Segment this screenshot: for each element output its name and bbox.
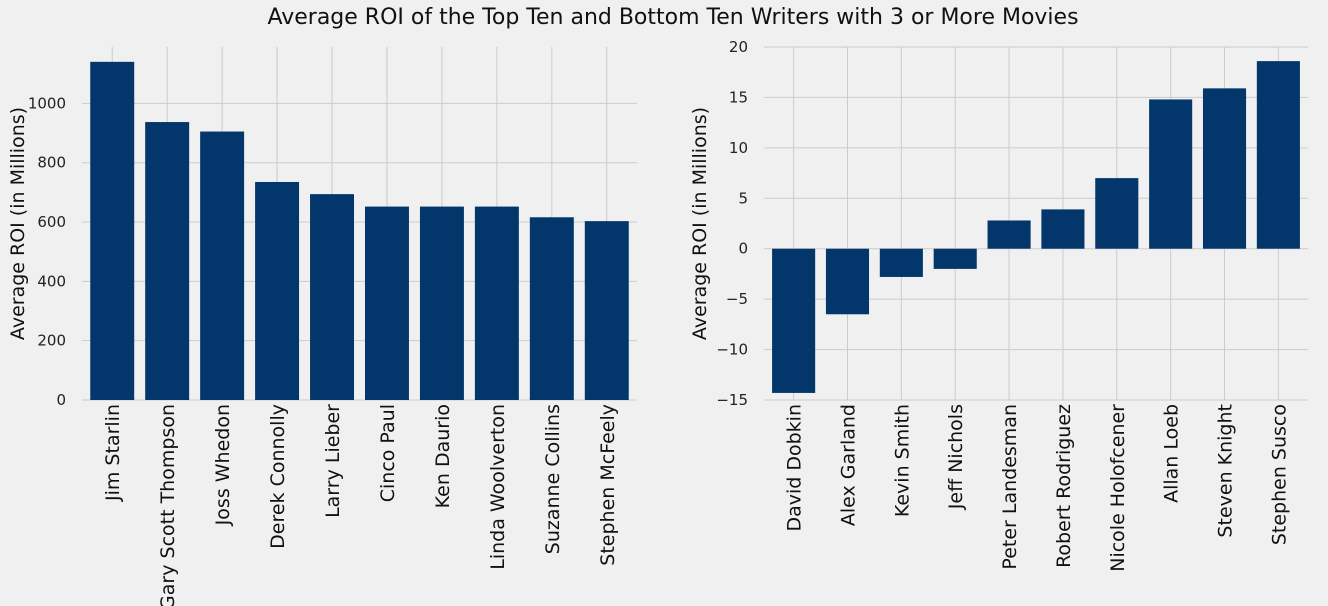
x-tick-label: Alex Garland xyxy=(837,404,859,526)
bar-larry-lieber xyxy=(310,194,355,400)
y-tick-label: 1000 xyxy=(28,94,66,112)
bar-ken-daurio xyxy=(419,206,464,400)
x-tick-label: Steven Knight xyxy=(1215,404,1237,538)
y-tick-label: 400 xyxy=(37,272,66,290)
bar-nicole-holofcener xyxy=(1095,178,1139,249)
right-chart-bottom-ten-writers: −15 −10 −5 0 5 10 15 20 David Dobkin Alex Garland… xyxy=(689,38,1308,572)
bar-stephen-mcfeely xyxy=(584,221,629,400)
bar-steven-knight xyxy=(1202,88,1247,249)
y-tick-label: 10 xyxy=(729,139,748,157)
x-tick-label: David Dobkin xyxy=(784,404,806,532)
x-tick-label: Jeff Nichols xyxy=(945,404,967,510)
bar-suzanne-collins xyxy=(529,217,574,400)
bar-joss-whedon xyxy=(200,131,245,400)
y-tick-label: 15 xyxy=(729,88,748,106)
x-tick-label: Jim Starlin xyxy=(102,404,124,502)
y-tick-label: 20 xyxy=(729,38,748,56)
x-tick-label: Robert Rodriguez xyxy=(1053,404,1075,568)
y-tick-label: 0 xyxy=(738,240,748,258)
x-tick-label: Peter Landesman xyxy=(999,404,1021,570)
x-tick-label: Suzanne Collins xyxy=(542,404,564,554)
y-tick-label: 5 xyxy=(738,189,748,207)
bar-cinco-paul xyxy=(364,206,409,400)
x-tick-label: Derek Connolly xyxy=(267,404,289,549)
y-tick-label: 200 xyxy=(37,332,66,350)
x-tick-label: Gary Scott Thompson xyxy=(157,404,179,606)
y-tick-label: −15 xyxy=(716,391,748,409)
bar-stephen-susco xyxy=(1256,61,1300,249)
bar-jim-starlin xyxy=(90,61,135,400)
x-tick-label: Kevin Smith xyxy=(891,404,913,517)
chart-title: Average ROI of the Top Ten and Bottom Te… xyxy=(267,5,1078,30)
x-tick-label: Nicole Holofcener xyxy=(1107,404,1129,572)
x-tick-label: Linda Woolverton xyxy=(487,404,509,570)
y-axis-label: Average ROI (in Millions) xyxy=(689,107,711,340)
x-tick-label: Larry Lieber xyxy=(322,404,344,518)
x-tick-label: Stephen McFeely xyxy=(597,404,619,566)
bar-derek-connolly xyxy=(255,181,300,400)
left-chart-top-ten-writers: 0 200 400 600 800 1000 Jim Starlin Gary Scott T… xyxy=(7,47,637,606)
bar-alex-garland xyxy=(825,248,870,315)
bar-david-dobkin xyxy=(772,248,816,393)
bar-allan-loeb xyxy=(1149,99,1193,249)
bar-jeff-nichols xyxy=(933,248,977,269)
bar-peter-landesman xyxy=(987,220,1031,249)
y-tick-label: 0 xyxy=(56,391,66,409)
bar-robert-rodriguez xyxy=(1041,209,1085,249)
x-tick-label: Cinco Paul xyxy=(377,404,399,502)
bar-kevin-smith xyxy=(879,248,923,277)
y-tick-label: 800 xyxy=(37,154,66,172)
bar-linda-woolverton xyxy=(474,206,519,400)
x-tick-label: Stephen Susco xyxy=(1268,404,1290,545)
x-tick-label: Allan Loeb xyxy=(1161,404,1183,503)
y-axis-label: Average ROI (in Millions) xyxy=(7,107,29,340)
y-tick-label: −5 xyxy=(726,290,748,308)
y-tick-label: 600 xyxy=(37,213,66,231)
x-tick-label: Ken Daurio xyxy=(432,404,454,508)
bar-gary-scott-thompson xyxy=(145,122,190,400)
x-tick-label: Joss Whedon xyxy=(212,404,234,526)
y-tick-label: −10 xyxy=(716,341,748,359)
